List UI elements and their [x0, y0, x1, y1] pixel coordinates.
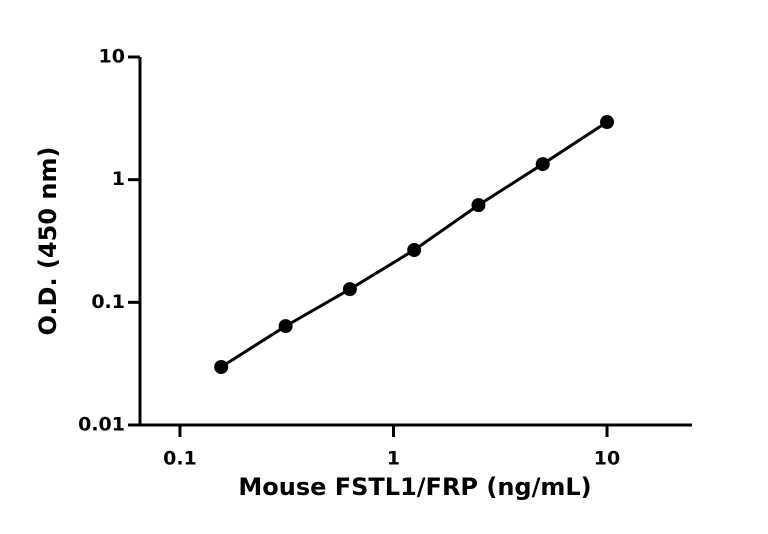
- y-tick-label: 0.1: [91, 291, 125, 313]
- data-point: [471, 198, 486, 213]
- data-point: [535, 157, 550, 172]
- x-tick-label: 0.1: [163, 448, 197, 470]
- data-point: [407, 243, 422, 258]
- x-tick-label: 10: [594, 448, 620, 470]
- y-tick-label: 1: [112, 168, 125, 190]
- x-tick-label: 1: [387, 448, 400, 470]
- data-point: [600, 115, 615, 130]
- data-point: [278, 319, 293, 334]
- data-point: [214, 360, 229, 375]
- data-point: [342, 282, 357, 297]
- y-tick-label: 0.01: [78, 414, 125, 436]
- y-axis-title: O.D. (450 nm): [34, 147, 62, 336]
- y-tick-label: 10: [99, 46, 125, 68]
- x-axis-title: Mouse FSTL1/FRP (ng/mL): [238, 473, 591, 501]
